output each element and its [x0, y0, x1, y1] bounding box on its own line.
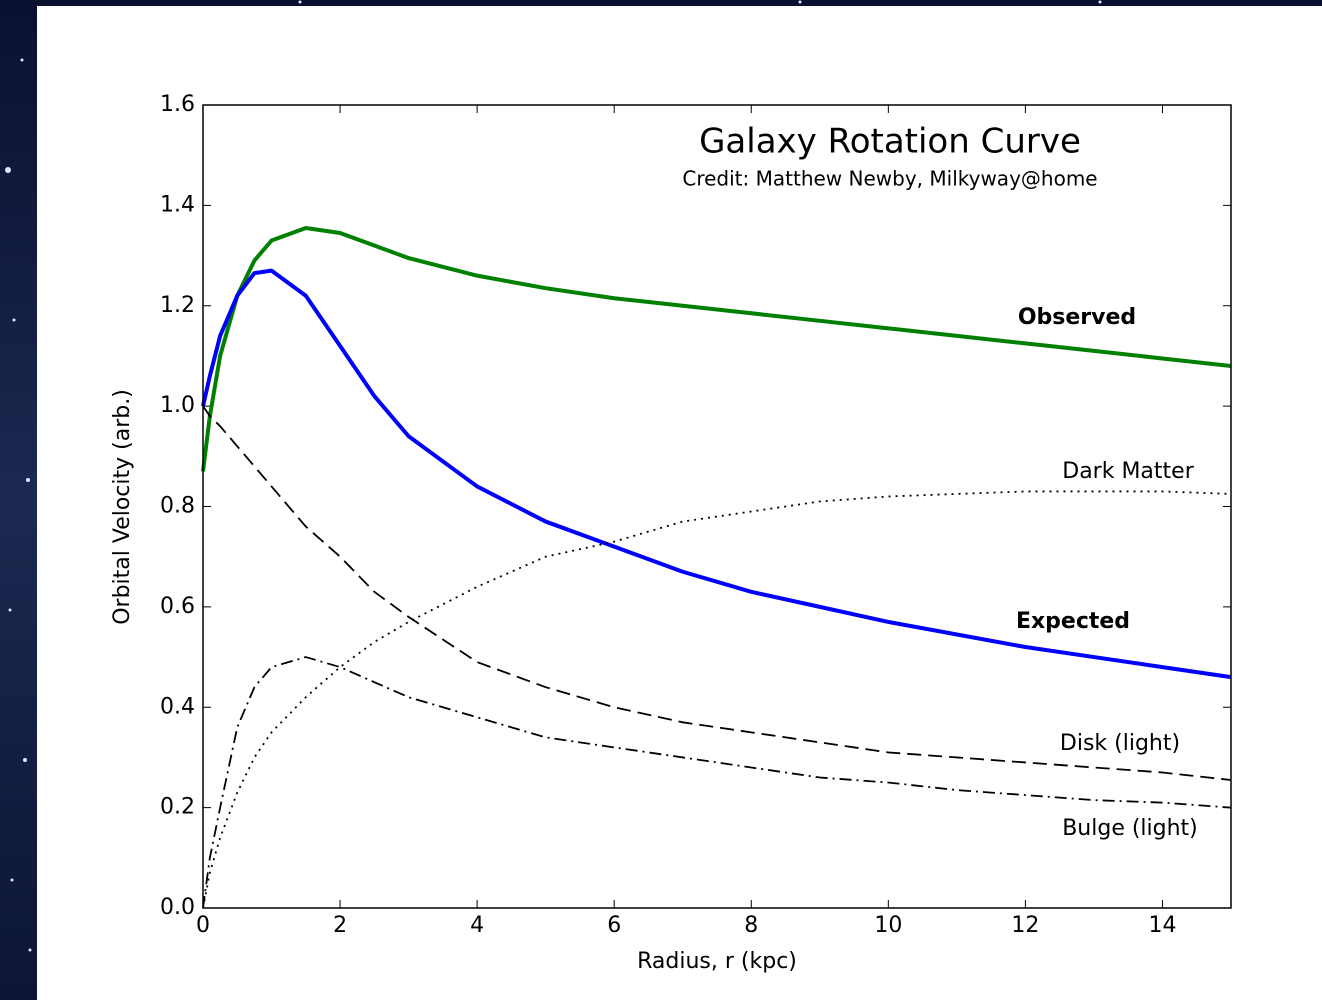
figure-panel — [37, 6, 1322, 1000]
y-tick-label: 0.6 — [160, 594, 195, 619]
series-line — [202, 656, 1232, 909]
chart-subtitle: Credit: Matthew Newby, Milkyway@home — [682, 167, 1097, 191]
x-tick-label: 12 — [1011, 913, 1039, 938]
series-line — [201, 225, 1232, 472]
y-tick-label: 1.2 — [160, 293, 195, 318]
stars — [5, 0, 1102, 952]
series-line — [202, 405, 1232, 781]
x-tick-label: 8 — [744, 913, 758, 938]
x-tick-label: 4 — [470, 913, 484, 938]
y-tick-label: 1.6 — [160, 92, 195, 117]
x-tick-label: 10 — [874, 913, 902, 938]
chart-title: Galaxy Rotation Curve — [699, 122, 1081, 162]
y-tick-label: 0.8 — [160, 494, 195, 519]
series-line — [201, 268, 1232, 680]
x-axis-label: Radius, r (kpc) — [637, 949, 797, 974]
plot-frame — [202, 104, 1232, 909]
x-tick-label: 6 — [607, 913, 621, 938]
x-tick-label: 2 — [333, 913, 347, 938]
series-label: Dark Matter — [1062, 459, 1194, 484]
series-label: Expected — [1016, 609, 1130, 634]
series-label: Disk (light) — [1060, 731, 1180, 756]
x-tick-label: 0 — [196, 913, 210, 938]
y-tick-label: 0.4 — [160, 694, 195, 719]
y-tick-label: 0.2 — [160, 795, 195, 820]
series-label: Observed — [1018, 305, 1136, 330]
y-tick-label: 1.4 — [160, 192, 195, 217]
y-tick-label: 0.0 — [160, 895, 195, 920]
series-line — [202, 490, 1232, 909]
y-tick-label: 1.0 — [160, 393, 195, 418]
series-label: Bulge (light) — [1062, 816, 1198, 841]
x-tick-label: 14 — [1148, 913, 1176, 938]
y-axis-label: Orbital Velocity (arb.) — [110, 389, 135, 625]
